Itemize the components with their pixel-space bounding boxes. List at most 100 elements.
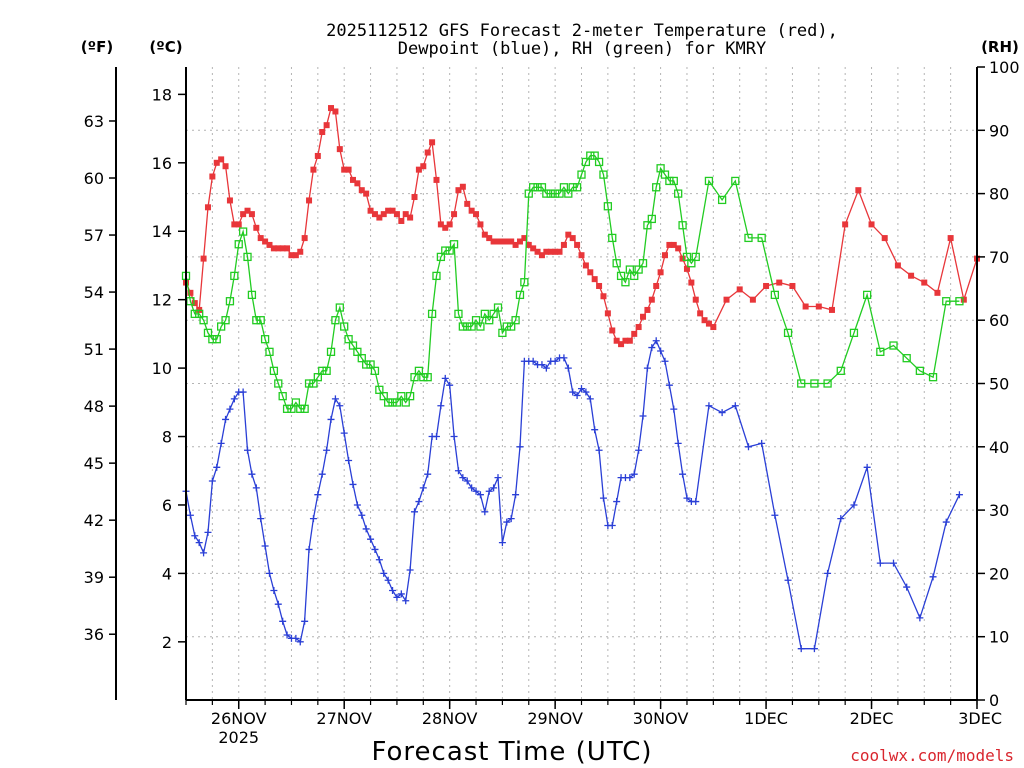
dewpoint-point <box>371 545 379 553</box>
relative-humidity-point <box>928 373 938 382</box>
temperature-point <box>209 173 216 180</box>
time-tick-label: 30NOV <box>633 709 689 728</box>
celsius-tick-label: 10 <box>152 359 172 378</box>
temperature-point <box>477 221 484 228</box>
dewpoint-point <box>358 511 366 519</box>
dewpoint-point <box>661 357 669 365</box>
temperature-point <box>688 279 695 286</box>
relative-humidity-point <box>322 366 331 375</box>
relative-humidity-point <box>550 189 560 198</box>
axes: 2 4 6 8 10 12 14 16 18 36 39 42 45 48 51 54 57 60 63 0 10 20 3… <box>84 58 1020 747</box>
temperature-point <box>543 248 550 255</box>
celsius-tick-label: 16 <box>152 154 172 173</box>
relative-humidity-point <box>638 259 648 268</box>
relative-humidity-point <box>485 316 494 325</box>
dewpoint-point <box>472 487 480 495</box>
dewpoint-point <box>226 405 234 413</box>
dewpoint-point <box>362 525 370 533</box>
dewpoint-point <box>468 484 476 492</box>
relative-humidity-line <box>185 154 960 410</box>
relative-humidity-point <box>942 297 951 306</box>
temperature-point <box>415 166 422 173</box>
temperature-point <box>306 197 313 204</box>
temperature-point <box>521 235 528 242</box>
dewpoint-point <box>217 439 225 447</box>
relative-humidity-point <box>203 328 213 338</box>
dewpoint-point <box>657 347 665 355</box>
relative-humidity-point <box>405 392 415 401</box>
temperature-point <box>187 289 194 296</box>
dewpoint-point <box>586 395 594 403</box>
relative-humidity-point <box>955 297 964 306</box>
dewpoint-point <box>305 545 313 553</box>
relative-humidity-point <box>449 240 459 249</box>
temperature-point <box>640 313 647 320</box>
temperature-point <box>433 176 440 183</box>
temperature-point <box>516 238 523 245</box>
temperature-point <box>661 252 668 259</box>
relative-humidity-point <box>217 322 226 331</box>
celsius-tick-label: 8 <box>162 428 172 447</box>
dewpoint-point <box>516 443 524 451</box>
relative-humidity-point <box>616 271 626 281</box>
temperature-point <box>310 166 317 173</box>
relative-humidity-point <box>326 347 336 357</box>
temperature-point <box>569 235 576 242</box>
dewpoint-point <box>314 491 322 499</box>
dewpoint-point <box>265 569 273 577</box>
rh-unit-label: (RH) <box>981 38 1019 56</box>
dewpoint-point <box>424 470 432 478</box>
dewpoint-point <box>850 501 858 509</box>
relative-humidity-point <box>454 309 463 319</box>
temperature-point <box>288 252 295 259</box>
temperature-point <box>446 221 453 228</box>
fahrenheit-tick-label: 51 <box>84 340 104 359</box>
temperature-point <box>407 214 414 221</box>
relative-humidity-point <box>652 183 661 192</box>
temperature-point <box>736 286 743 293</box>
relative-humidity-point <box>238 227 248 236</box>
relative-humidity-point <box>902 354 911 363</box>
relative-humidity-point <box>278 392 287 401</box>
dewpoint-point <box>384 576 392 584</box>
rh-tick-label: 10 <box>989 628 1009 647</box>
temperature-point <box>204 204 211 211</box>
dewpoint-point <box>204 528 212 536</box>
relative-humidity-point <box>410 373 419 382</box>
temperature-point <box>275 245 282 252</box>
dewpoint-point <box>679 470 687 478</box>
temperature-point <box>301 235 308 242</box>
dewpoint-point <box>652 337 660 345</box>
fahrenheit-tick-label: 54 <box>84 283 104 302</box>
temperature-point <box>749 296 756 303</box>
dewpoint-point <box>591 426 599 434</box>
rh-tick-label: 0 <box>989 691 999 710</box>
relative-humidity-point <box>515 290 525 300</box>
relative-humidity-point <box>313 373 322 382</box>
relative-humidity-point <box>388 398 397 407</box>
dewpoint-point <box>771 511 779 519</box>
relative-humidity-point <box>252 316 261 325</box>
relative-humidity-point <box>783 328 793 338</box>
relative-humidity-point <box>849 328 859 338</box>
dewpoint-point <box>292 634 300 642</box>
dewpoint-point <box>683 494 691 502</box>
time-tick-label: 2DEC <box>850 709 894 728</box>
dewpoint-point <box>331 395 339 403</box>
dewpoint-point <box>529 357 537 365</box>
dewpoint-point <box>608 521 616 529</box>
temperature-point <box>960 296 967 303</box>
relative-humidity-point <box>581 157 591 167</box>
dewpoint-point <box>318 470 326 478</box>
dewpoint-point <box>244 446 252 454</box>
temperature-point <box>587 269 594 276</box>
temperature-point <box>613 337 620 344</box>
fahrenheit-unit-label: (ºF) <box>81 38 113 56</box>
temperature-point <box>459 183 466 190</box>
dewpoint-point <box>463 477 471 485</box>
temperature-point <box>451 211 458 218</box>
relative-humidity-point <box>660 170 670 179</box>
dewpoint-point <box>459 474 467 482</box>
relative-humidity-point <box>463 322 472 331</box>
dewpoint-point <box>397 590 405 598</box>
